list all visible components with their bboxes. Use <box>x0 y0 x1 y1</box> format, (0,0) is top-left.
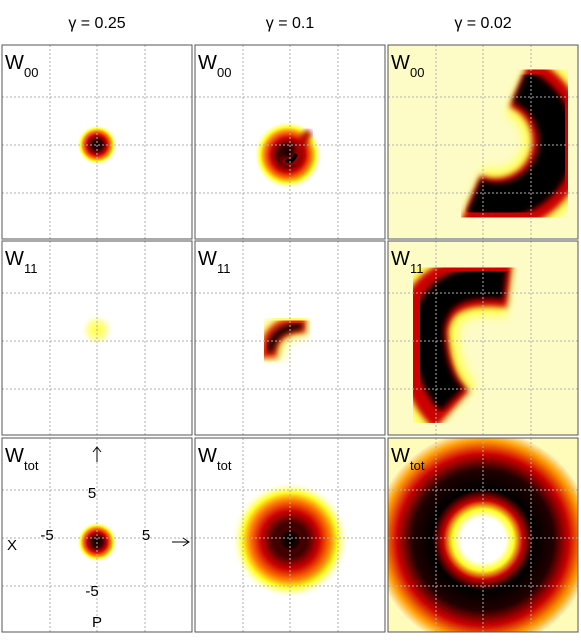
panel-frame <box>387 437 579 633</box>
panel-frame <box>1 240 193 436</box>
row-label-subscript: 11 <box>410 261 424 276</box>
row-label-subscript: tot <box>410 458 425 473</box>
axis-arrows <box>92 446 190 547</box>
row-label-subscript: 00 <box>217 65 231 80</box>
row-label: W <box>198 445 217 467</box>
column-title: γ = 0.02 <box>454 15 511 32</box>
row-label: W <box>198 248 217 270</box>
column-title: γ = 0.1 <box>266 15 315 32</box>
row-label: W <box>391 248 410 270</box>
column-title: γ = 0.25 <box>68 15 125 32</box>
panel-frame <box>387 44 579 240</box>
heatmaps <box>77 45 578 632</box>
axis-label: 5 <box>142 527 150 544</box>
row-label: W <box>391 445 410 467</box>
axis-label: 5 <box>88 485 96 502</box>
panel-frame <box>1 44 193 240</box>
row-label-subscript: tot <box>217 458 232 473</box>
row-label-subscript: 11 <box>217 261 231 276</box>
row-label: W <box>5 445 24 467</box>
panel-frame <box>1 437 193 633</box>
axis-name: X <box>7 537 17 554</box>
panel-frame <box>387 240 579 436</box>
axis-label: -5 <box>40 527 53 544</box>
row-label-subscript: 11 <box>24 261 38 276</box>
axis-name: P <box>92 614 102 631</box>
panel-frame <box>194 437 386 633</box>
row-label-subscript: 00 <box>410 65 424 80</box>
row-label-subscript: tot <box>24 458 39 473</box>
row-label: W <box>198 52 217 74</box>
panel-frame <box>194 240 386 436</box>
row-label: W <box>5 248 24 270</box>
row-label-subscript: 00 <box>24 65 38 80</box>
row-label: W <box>5 52 24 74</box>
row-label: W <box>391 52 410 74</box>
panel-frame <box>194 44 386 240</box>
axis-label: -5 <box>85 583 98 600</box>
